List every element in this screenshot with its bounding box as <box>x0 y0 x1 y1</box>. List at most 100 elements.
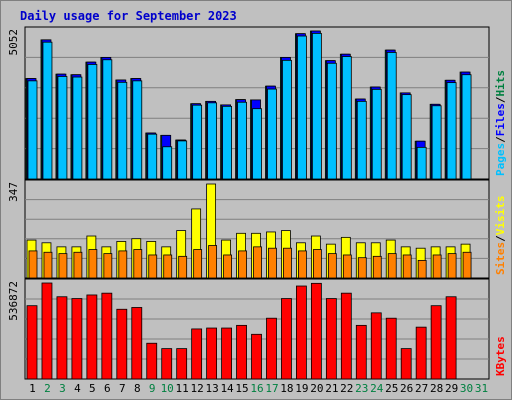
pages-bar <box>42 41 53 180</box>
x-tick-label: 18 <box>280 382 293 395</box>
x-tick-label: 10 <box>161 382 174 395</box>
x-tick-label: 19 <box>295 382 308 395</box>
y-max-label: 536872 <box>7 281 20 321</box>
x-tick-label: 22 <box>340 382 353 395</box>
pages-bar <box>162 146 173 180</box>
sites-bar <box>312 249 322 279</box>
pages-bar <box>57 76 68 180</box>
sites-bar <box>118 250 128 279</box>
x-tick-label: 6 <box>104 382 111 395</box>
kbytes-bar <box>116 308 128 380</box>
legend-kbytes: KBytes <box>494 336 507 376</box>
x-tick-label: 25 <box>385 382 398 395</box>
kbytes-bar <box>146 342 158 380</box>
x-tick-label: 7 <box>119 382 126 395</box>
x-tick-label: 12 <box>191 382 204 395</box>
kbytes-bar <box>296 285 307 380</box>
sites-bar <box>462 251 472 279</box>
pages-bar <box>222 105 232 180</box>
sites-bar <box>73 251 83 279</box>
kbytes-bar <box>191 328 203 380</box>
kbytes-bar <box>310 282 322 380</box>
x-tick-label: 9 <box>149 382 156 395</box>
x-tick-label: 27 <box>415 382 428 395</box>
x-tick-label: 15 <box>235 382 248 395</box>
x-tick-label: 31 <box>475 382 488 395</box>
kbytes-bar <box>131 307 143 380</box>
sites-bar <box>357 257 367 279</box>
kbytes-bar <box>86 294 98 380</box>
sites-bar <box>58 253 68 279</box>
pages-bar <box>461 74 472 180</box>
pages-bar <box>132 80 143 180</box>
pages-bar <box>27 80 38 180</box>
pages-bar <box>326 62 337 180</box>
sites-bar <box>298 250 307 279</box>
y-max-label: 5052 <box>7 29 20 56</box>
sites-bar <box>163 254 173 279</box>
kbytes-bar <box>161 348 173 380</box>
pages-bar <box>401 94 412 180</box>
legend-visits-sites: Sites/Visits <box>494 196 507 276</box>
x-tick-label: 26 <box>400 382 413 395</box>
pages-bar <box>341 56 352 180</box>
pages-bar <box>237 101 247 180</box>
pages-bar <box>267 88 277 180</box>
x-tick-label: 17 <box>265 382 278 395</box>
kbytes-bar <box>236 324 247 380</box>
x-tick-label: 1 <box>29 382 36 395</box>
sites-bar <box>193 249 203 279</box>
pages-bar <box>72 76 83 180</box>
x-tick-label: 5 <box>89 382 96 395</box>
legend-hits-files-pages: Pages/Files/Hits <box>494 70 507 176</box>
y-max-label: 347 <box>7 182 20 202</box>
sites-bar <box>253 246 262 279</box>
kbytes-bar <box>101 292 113 380</box>
kbytes-bar <box>71 298 83 380</box>
pages-bar <box>177 140 188 180</box>
kbytes-bar <box>281 298 292 380</box>
kbytes-bar <box>26 305 38 380</box>
kbytes-bar <box>221 327 232 380</box>
sites-bar <box>387 253 397 279</box>
sites-bar <box>372 255 382 279</box>
kbytes-bar <box>400 348 412 380</box>
sites-bar <box>283 247 292 279</box>
sites-bar <box>342 254 352 279</box>
pages-bar <box>416 146 427 180</box>
x-tick-label: 29 <box>445 382 458 395</box>
x-tick-label: 8 <box>134 382 141 395</box>
sites-bar <box>417 259 427 279</box>
pages-bar <box>297 35 307 180</box>
kbytes-bar <box>266 317 277 380</box>
kbytes-bar <box>355 324 367 380</box>
x-tick-label: 20 <box>310 382 323 395</box>
kbytes-bar <box>430 305 442 380</box>
x-tick-label: 24 <box>370 382 384 395</box>
sites-bar <box>402 254 412 279</box>
pages-bar <box>147 133 158 180</box>
kbytes-bar <box>56 296 68 380</box>
kbytes-bar <box>176 348 188 380</box>
kbytes-bar <box>41 282 53 380</box>
pages-bar <box>371 88 382 180</box>
pages-bar <box>207 102 218 180</box>
kbytes-bar <box>325 298 337 380</box>
sites-bar <box>148 254 158 279</box>
kbytes-bar <box>206 327 218 380</box>
kbytes-bar <box>385 317 397 380</box>
kbytes-bar <box>415 326 427 380</box>
sites-bar <box>327 253 337 279</box>
pages-bar <box>282 59 292 180</box>
kbytes-bar <box>445 296 457 380</box>
pages-bar <box>117 81 128 180</box>
x-tick-label: 13 <box>205 382 218 395</box>
sites-bar <box>268 247 277 279</box>
x-tick-label: 14 <box>220 382 234 395</box>
sites-bar <box>447 253 457 279</box>
kbytes-bar <box>370 312 382 380</box>
pages-bar <box>192 104 203 180</box>
sites-bar <box>178 255 188 279</box>
kbytes-bar <box>340 292 352 380</box>
